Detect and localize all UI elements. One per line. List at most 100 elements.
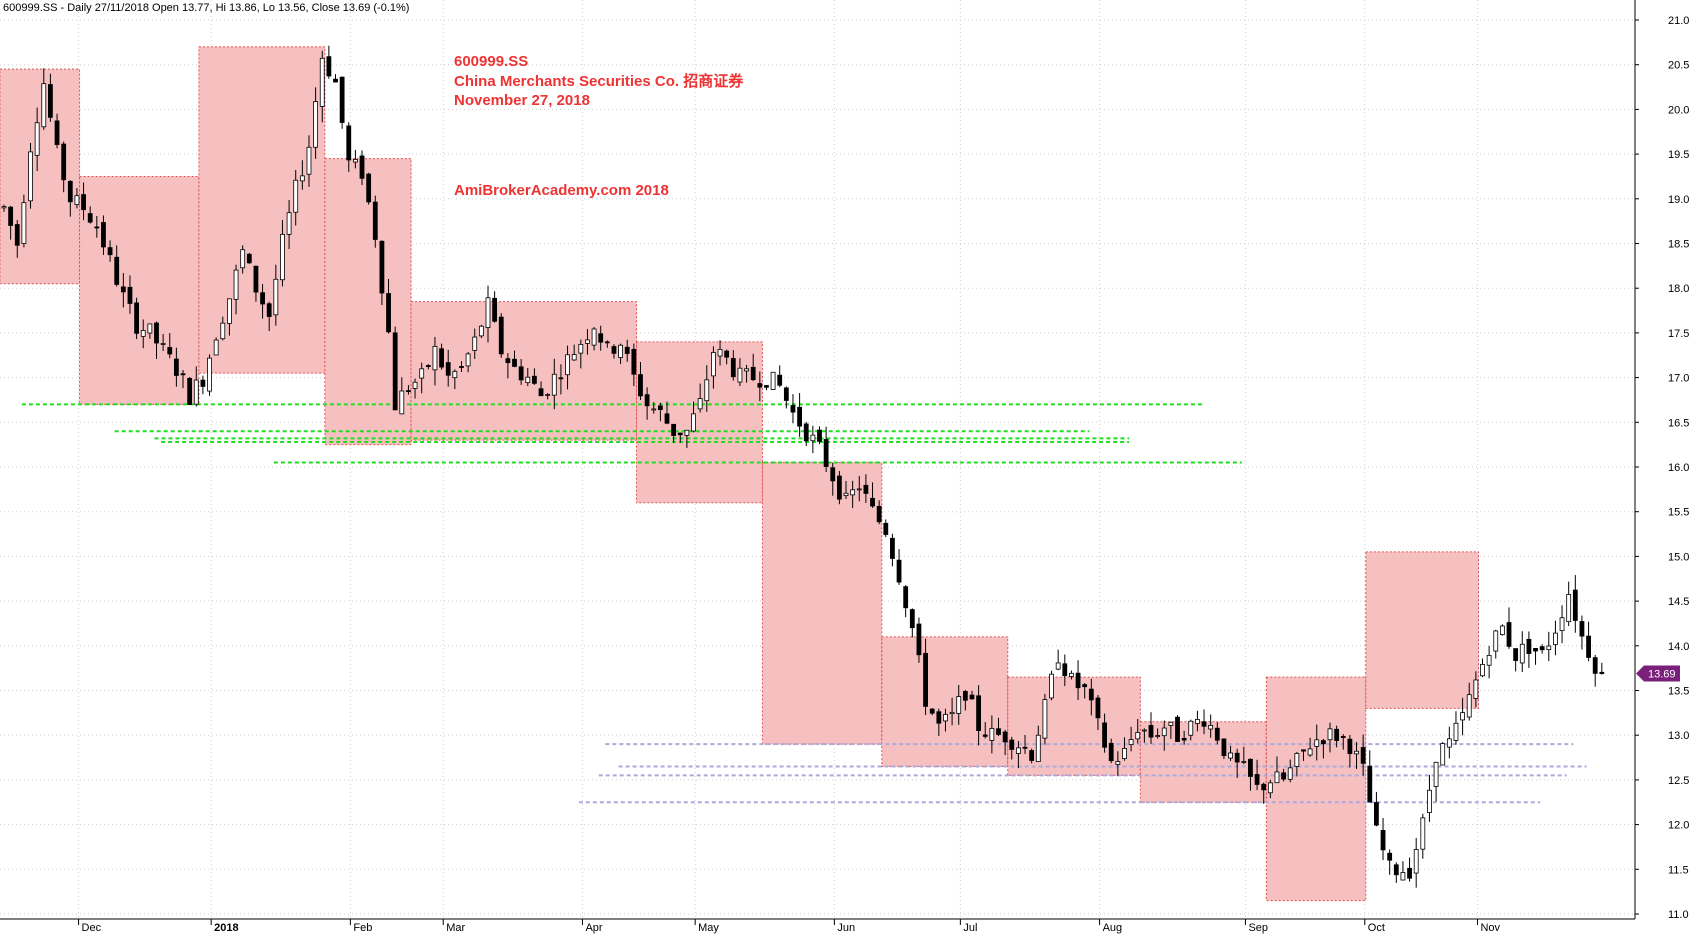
candle-body <box>1307 748 1313 756</box>
candle-body <box>1400 872 1406 881</box>
candle-body <box>830 467 836 482</box>
candle-body <box>127 286 133 304</box>
candle-body <box>1320 740 1326 745</box>
candle-body <box>54 120 60 145</box>
range-box <box>1139 721 1267 803</box>
candle-body <box>525 376 531 384</box>
candle-body <box>962 691 968 701</box>
candle-body <box>1407 867 1412 879</box>
candle-body <box>498 316 504 355</box>
candle-body <box>538 388 544 397</box>
candle-body <box>81 194 86 211</box>
x-tick-label: Feb <box>353 922 372 934</box>
candle-body <box>280 233 285 281</box>
candle-body <box>1234 752 1240 763</box>
candle-body <box>1340 736 1346 738</box>
candle-body <box>273 278 279 316</box>
candle-body <box>167 347 173 355</box>
candle-body <box>711 352 716 377</box>
candle-body <box>1466 694 1472 718</box>
candle-body <box>870 497 875 507</box>
last-price-badge: 13.69 <box>1636 665 1680 682</box>
candle-body <box>1214 727 1220 741</box>
candle-body <box>1022 746 1028 749</box>
range-box <box>198 46 326 374</box>
candle-body <box>770 371 776 390</box>
candle-body <box>299 175 305 182</box>
candle-body <box>1413 849 1419 874</box>
candle-body <box>856 488 862 491</box>
candle-body <box>890 537 895 559</box>
y-tick-label: 19.5 <box>1668 149 1689 161</box>
candle-body <box>61 143 67 181</box>
candle-body <box>1347 738 1353 755</box>
candle-body <box>1082 684 1088 688</box>
y-tick-label: 16.0 <box>1668 462 1689 474</box>
range-box <box>881 636 1009 767</box>
candle-body <box>1128 739 1134 746</box>
x-tick-label: Aug <box>1103 922 1123 934</box>
candle-body <box>485 297 491 328</box>
range-box <box>1365 551 1479 709</box>
candle-body <box>724 350 730 358</box>
candle-body <box>532 375 537 384</box>
candle-body <box>843 492 849 497</box>
candle-body <box>989 728 995 741</box>
candle-body <box>744 368 749 372</box>
candle-body <box>909 609 915 629</box>
candle-body <box>253 265 259 293</box>
x-tick-label: Oct <box>1368 922 1385 934</box>
candle-body <box>916 623 922 656</box>
candle-body <box>1513 648 1519 661</box>
candle-body <box>459 366 464 368</box>
candle-body <box>1155 735 1161 737</box>
candle-body <box>372 201 378 240</box>
candle-body <box>1161 727 1167 737</box>
candle-body <box>406 390 411 392</box>
candle-body <box>1002 731 1008 743</box>
candle-body <box>571 354 577 361</box>
candle-body <box>1499 625 1505 636</box>
candle-body <box>1241 761 1247 763</box>
annotation-company: China Merchants Securities Co. 招商证券 <box>454 72 744 90</box>
candle-body <box>1453 722 1459 741</box>
candle-body <box>233 269 239 300</box>
candle-body <box>611 346 617 354</box>
candle-body <box>976 695 982 732</box>
range-box <box>1007 676 1141 776</box>
y-tick-labels: 11.0 11.5 12.0 12.5 13.0 13.5 14.0 14.5 15.0 15.5… <box>1635 15 1689 921</box>
candle-body <box>227 298 232 324</box>
candle-body <box>996 728 1001 735</box>
candle-body <box>1062 663 1068 677</box>
candle-body <box>936 711 942 724</box>
candle-body <box>1135 732 1141 740</box>
candle-body <box>757 383 763 388</box>
candle-body <box>1314 739 1320 747</box>
chart-info-line: 600999.SS - Daily 27/11/2018 Open 13.77,… <box>3 2 409 14</box>
candle-body <box>293 179 299 213</box>
candle-body <box>399 390 405 415</box>
candle-body <box>1049 673 1054 699</box>
candle-body <box>1281 772 1286 780</box>
candle-body <box>326 56 332 77</box>
candle-body <box>173 358 179 376</box>
candle-body <box>969 694 975 700</box>
candle-body <box>1115 761 1121 765</box>
candle-body <box>41 83 47 128</box>
candle-body <box>346 125 352 161</box>
candle-body <box>1546 645 1552 651</box>
candle-body <box>823 439 829 467</box>
candle-body <box>1440 743 1446 766</box>
candle-body <box>1108 742 1114 762</box>
candle-body <box>691 413 696 432</box>
candle-body <box>1387 852 1393 861</box>
candle-body <box>1533 648 1538 652</box>
candle-body <box>240 249 246 269</box>
candle-body <box>518 366 524 381</box>
candle-body <box>213 339 219 356</box>
candle-body <box>1360 747 1366 764</box>
y-tick-label: 11.5 <box>1668 864 1689 876</box>
candle-body <box>465 353 471 367</box>
candle-body <box>604 341 610 344</box>
